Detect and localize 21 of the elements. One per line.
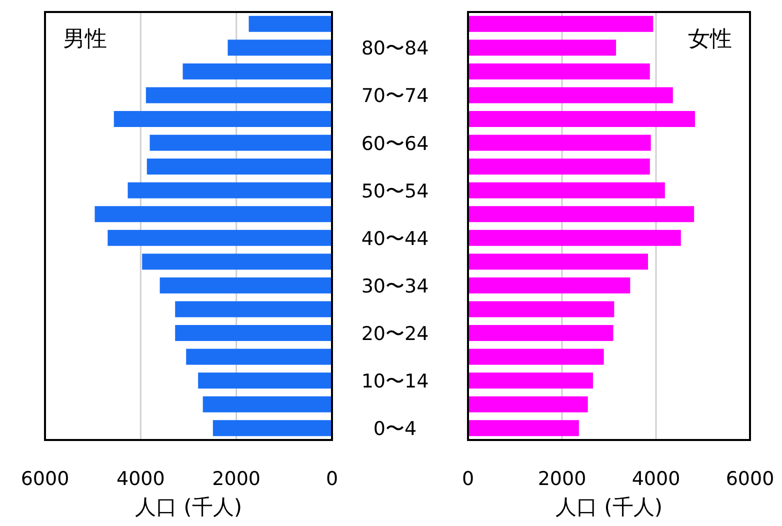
x-tick-label: 4000 bbox=[632, 468, 680, 490]
y-tick-label: 30〜34 bbox=[361, 275, 429, 298]
text: 女性 bbox=[688, 27, 732, 52]
x-tick-label: 6000 bbox=[726, 468, 774, 490]
x-axis-title: 人口 (千人) bbox=[134, 495, 242, 519]
x-tick-label: 6000 bbox=[20, 468, 70, 490]
x-tick-label: 0 bbox=[462, 468, 474, 490]
y-tick-label: 60〜64 bbox=[361, 132, 429, 155]
x-axis-title: 人口 (千人) bbox=[555, 495, 663, 519]
x-tick-label: 4000 bbox=[116, 468, 165, 490]
x-tick-label: 2000 bbox=[538, 468, 586, 490]
y-tick-label: 80〜84 bbox=[361, 38, 429, 60]
y-tick-label: 50〜54 bbox=[361, 180, 429, 202]
y-tick-label: 20〜24 bbox=[361, 323, 429, 345]
x-tick-label: 0 bbox=[326, 468, 338, 490]
y-tick-label: 0〜4 bbox=[373, 418, 417, 440]
y-tick-label: 10〜14 bbox=[361, 370, 429, 393]
y-tick-label: 70〜74 bbox=[361, 85, 429, 108]
y-tick-label: 40〜44 bbox=[361, 228, 429, 250]
text: 男性 bbox=[63, 27, 107, 52]
x-tick-label: 2000 bbox=[212, 468, 261, 490]
